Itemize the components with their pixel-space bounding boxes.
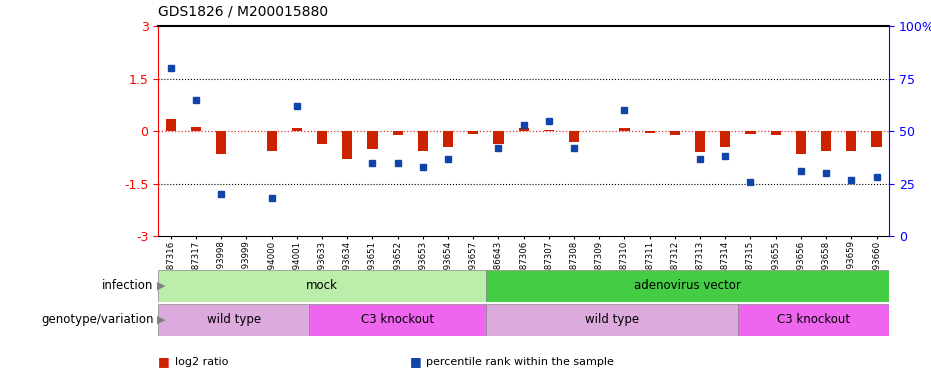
Bar bbox=[846, 131, 857, 150]
Bar bbox=[721, 131, 730, 147]
Text: wild type: wild type bbox=[207, 313, 261, 326]
Bar bbox=[871, 131, 882, 147]
Text: infection: infection bbox=[102, 279, 154, 292]
Bar bbox=[695, 131, 705, 152]
Text: genotype/variation: genotype/variation bbox=[41, 313, 154, 326]
Bar bbox=[486, 270, 889, 302]
Bar bbox=[266, 131, 277, 150]
Text: ▶: ▶ bbox=[157, 281, 166, 291]
Text: percentile rank within the sample: percentile rank within the sample bbox=[426, 357, 614, 367]
Bar bbox=[670, 131, 680, 135]
Bar bbox=[738, 304, 889, 336]
Bar bbox=[644, 131, 654, 133]
Text: log2 ratio: log2 ratio bbox=[175, 357, 228, 367]
Bar bbox=[821, 131, 831, 150]
Bar bbox=[746, 131, 756, 134]
Bar bbox=[443, 131, 453, 147]
Bar bbox=[317, 131, 327, 144]
Text: mock: mock bbox=[306, 279, 338, 292]
Bar bbox=[486, 304, 738, 336]
Bar bbox=[519, 128, 529, 131]
Text: GDS1826 / M200015880: GDS1826 / M200015880 bbox=[158, 5, 329, 19]
Text: ■: ■ bbox=[410, 356, 422, 368]
Bar bbox=[771, 131, 781, 135]
Bar bbox=[796, 131, 806, 154]
Text: adenovirus vector: adenovirus vector bbox=[634, 279, 741, 292]
Bar bbox=[158, 304, 309, 336]
Text: C3 knockout: C3 knockout bbox=[361, 313, 434, 326]
Bar bbox=[393, 131, 403, 135]
Bar bbox=[619, 129, 629, 131]
Text: C3 knockout: C3 knockout bbox=[777, 313, 850, 326]
Bar bbox=[368, 131, 378, 149]
Bar bbox=[309, 304, 486, 336]
Bar bbox=[191, 127, 201, 131]
Text: wild type: wild type bbox=[585, 313, 639, 326]
Bar bbox=[544, 129, 554, 131]
Bar bbox=[158, 270, 486, 302]
Text: ■: ■ bbox=[158, 356, 170, 368]
Bar bbox=[343, 131, 352, 159]
Bar bbox=[291, 129, 302, 131]
Bar bbox=[166, 119, 176, 131]
Bar bbox=[493, 131, 504, 144]
Text: ▶: ▶ bbox=[157, 315, 166, 325]
Bar bbox=[569, 131, 579, 142]
Bar bbox=[594, 130, 604, 131]
Bar bbox=[468, 131, 479, 134]
Bar bbox=[216, 131, 226, 154]
Bar bbox=[418, 131, 428, 150]
